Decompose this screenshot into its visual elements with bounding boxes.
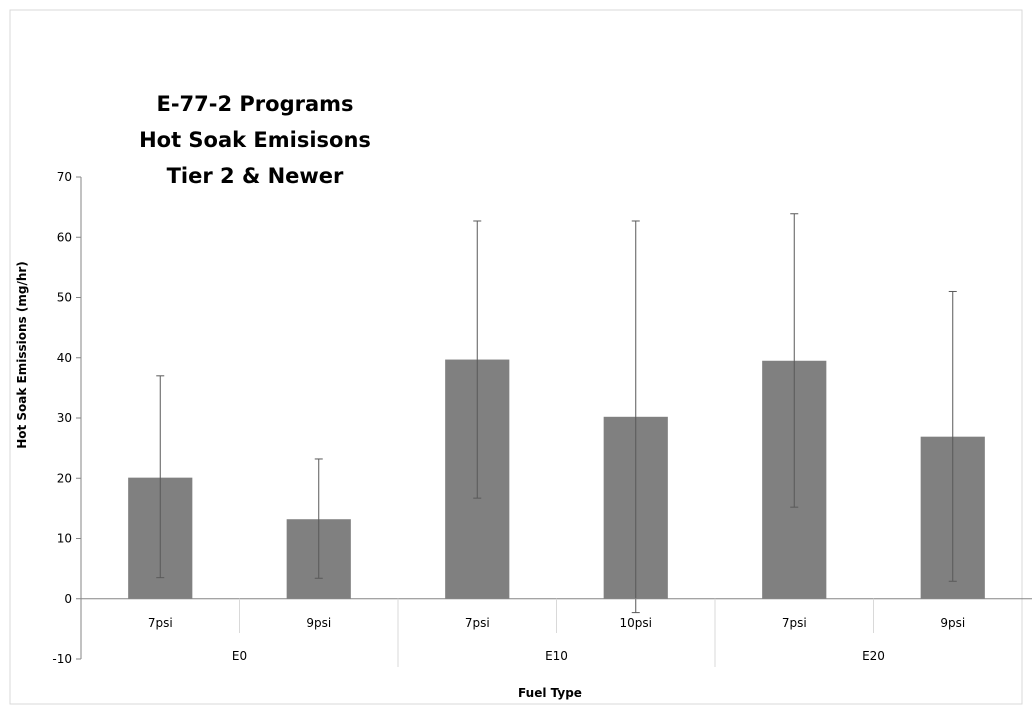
x-category-label: 7psi: [782, 616, 807, 630]
y-axis-title: Hot Soak Emissions (mg/hr): [15, 261, 29, 449]
chart-title-line-3: Tier 2 & Newer: [167, 164, 344, 188]
y-tick-label: 50: [57, 291, 72, 305]
x-group-label: E20: [862, 649, 885, 663]
y-tick-label: 20: [57, 471, 72, 485]
chart-title: E-77-2 Programs Hot Soak Emisisons Tier …: [139, 92, 371, 188]
x-category-label: 9psi: [306, 616, 331, 630]
y-tick-label: -10: [52, 652, 72, 666]
error-bars: [156, 213, 957, 614]
chart-title-line-2: Hot Soak Emisisons: [139, 128, 371, 152]
x-axis-title: Fuel Type: [518, 686, 582, 700]
y-tick-label: 70: [57, 170, 72, 184]
y-tick-label: 0: [64, 592, 72, 606]
x-axis: 7psi 9psi 7psi 10psi 7psi 9psi E0 E10 E20: [81, 598, 1032, 667]
chart-title-line-1: E-77-2 Programs: [156, 92, 353, 116]
x-group-label: E0: [232, 649, 247, 663]
y-tick-label: 40: [57, 351, 72, 365]
y-tick-label: 10: [57, 532, 72, 546]
x-category-label: 7psi: [148, 616, 173, 630]
y-axis: -10 0 10 20 30 40 50 60 70: [52, 170, 82, 666]
x-group-label: E10: [545, 649, 568, 663]
x-category-label: 9psi: [940, 616, 965, 630]
x-category-label: 7psi: [465, 616, 490, 630]
y-tick-label: 30: [57, 411, 72, 425]
x-category-label: 10psi: [620, 616, 652, 630]
y-tick-label: 60: [57, 230, 72, 244]
